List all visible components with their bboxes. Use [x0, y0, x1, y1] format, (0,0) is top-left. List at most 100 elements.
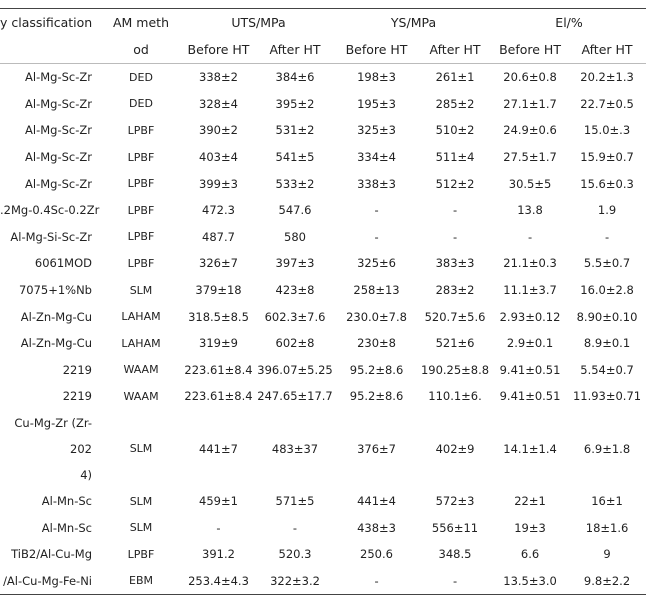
value-cell: 376±7	[357, 441, 396, 456]
value-cell: 390±2	[199, 123, 238, 138]
sub-header: After HT	[568, 36, 647, 64]
value-cell: 22±1	[514, 494, 546, 509]
method-cell: WAAM	[123, 389, 159, 403]
page: y classification AM meth UTS/MPa YS/MPa …	[0, 8, 647, 595]
value-cell: -	[452, 203, 458, 218]
sub-header: Before HT	[492, 36, 569, 64]
value-cell: 2.93±0.12	[499, 309, 561, 324]
value-cell: 547.6	[278, 203, 312, 218]
method-cell: WAAM	[123, 363, 159, 377]
value-cell: 487.7	[202, 229, 235, 244]
value-cell: 391.2	[202, 547, 235, 562]
value-cell: 223.61±8.4	[184, 389, 253, 404]
alloy-cell: TiB2/Al-Cu-Mg	[11, 547, 92, 562]
header-cell: AM meth	[113, 15, 169, 30]
value-cell: 511±4	[435, 150, 475, 165]
method-cell: LPBF	[127, 256, 155, 270]
table-row: Al-Zn-Mg-Cu LAHAM 318.5±8.5 602.3±7.6 230.0±…	[0, 303, 646, 330]
table-row: Al-Mg-Sc-Zr LPBF 403±4 541±5 334±4 511±4 27.5±…	[0, 144, 646, 171]
value-cell: 483±37	[271, 441, 319, 456]
method-cell: DED	[129, 70, 153, 84]
header-cell: y classification	[0, 15, 93, 30]
value-cell: 533±2	[275, 176, 315, 191]
table-row: Al-Mg-Sc-Zr DED 338±2 384±6 198±3 261±1 20.6±0…	[0, 64, 646, 91]
sub-header: After HT	[418, 36, 493, 64]
table-row: Al-Zn-Mg-Cu LAHAM 319±9 602±8 230±8 521±6 2.9±…	[0, 330, 646, 357]
table-row: 2219 WAAM 223.61±8.4 396.07±5.25 95.2±8.6 190…	[0, 357, 646, 384]
value-cell: 8.9±0.1	[583, 336, 631, 351]
value-cell: 8.90±0.10	[576, 309, 638, 324]
value-cell: 95.2±8.6	[349, 362, 404, 377]
value-cell: 30.5±5	[508, 176, 552, 191]
alloy-cell: 6061MOD	[34, 256, 92, 271]
value-cell: 9.41±0.51	[499, 389, 561, 404]
value-cell: -	[292, 520, 298, 535]
alloy-cell: Al-Mn-Sc	[41, 494, 92, 509]
value-cell: -	[216, 520, 221, 535]
table-row: 2219 WAAM 223.61±8.4 247.65±17.7 95.2±8.6 110…	[0, 383, 646, 410]
table-row: .2Mg-0.4Sc-0.2Zr LPBF 472.3 547.6 - - 13.8 1.9	[0, 197, 646, 224]
value-cell: 459±1	[199, 494, 238, 509]
value-cell: 541±5	[275, 150, 315, 165]
value-cell: 512±2	[435, 176, 475, 191]
alloy-cell: Al-Mg-Sc-Zr	[25, 150, 92, 165]
value-cell: 27.5±1.7	[503, 150, 557, 165]
table-row: Al-Mg-Si-Sc-Zr LPBF 487.7 580 - - - -	[0, 224, 646, 251]
value-cell: 334±4	[357, 150, 396, 165]
value-cell: 198±3	[357, 70, 396, 85]
header-cell	[0, 36, 100, 64]
table-row: Cu-Mg-Zr (Zr-202 4) SLM 441±7 483±37 376±7 40…	[0, 410, 646, 488]
value-cell: 580	[284, 229, 306, 244]
value-cell: 195±3	[357, 96, 396, 111]
value-cell: 571±5	[275, 494, 315, 509]
value-cell: 531±2	[275, 123, 315, 138]
value-cell: 253.4±4.3	[188, 573, 249, 588]
value-cell: 348.5	[438, 547, 472, 562]
header-cell: od	[100, 36, 182, 64]
data-table: y classification AM meth UTS/MPa YS/MPa …	[0, 8, 647, 595]
value-cell: 247.65±17.7	[257, 389, 333, 404]
method-cell: LPBF	[127, 150, 155, 164]
method-cell: DED	[129, 97, 153, 111]
value-cell: 9.41±0.51	[499, 362, 561, 377]
value-cell: -	[374, 229, 379, 244]
header-group: YS/MPa	[390, 15, 437, 30]
method-cell: LPBF	[127, 203, 155, 217]
value-cell: 602.3±7.6	[264, 309, 326, 324]
sub-header: After HT	[255, 36, 336, 64]
value-cell: 19±3	[514, 520, 546, 535]
value-cell: 230.0±7.8	[346, 309, 407, 324]
value-cell: 520.7±5.6	[424, 309, 486, 324]
alloy-cell: Al-Mg-Sc-Zr	[25, 176, 92, 191]
value-cell: 441±7	[199, 441, 238, 456]
value-cell: 27.1±1.7	[503, 96, 557, 111]
header-group: UTS/MPa	[231, 15, 286, 30]
value-cell: 383±3	[435, 256, 475, 271]
value-cell: 22.7±0.5	[580, 96, 634, 111]
value-cell: -	[604, 229, 610, 244]
value-cell: 223.61±8.4	[184, 362, 253, 377]
table-row: Al-Mn-Sc SLM 459±1 571±5 441±4 572±3 22±1 16±1	[0, 488, 646, 515]
value-cell: 13.8	[517, 203, 543, 218]
value-cell: 402±9	[435, 441, 475, 456]
value-cell: -	[452, 573, 458, 588]
value-cell: 16±1	[591, 494, 623, 509]
value-cell: 322±3.2	[270, 573, 320, 588]
table-row: /Al-Cu-Mg-Fe-Ni EBM 253.4±4.3 322±3.2 - - 13.5…	[0, 568, 646, 595]
method-cell: LPBF	[127, 230, 155, 244]
value-cell: 602±8	[275, 336, 315, 351]
value-cell: 572±3	[435, 494, 475, 509]
value-cell: 510±2	[435, 123, 475, 138]
value-cell: 230±8	[357, 336, 396, 351]
value-cell: 15.9±0.7	[580, 150, 634, 165]
value-cell: 556±11	[431, 520, 479, 535]
value-cell: 285±2	[435, 96, 475, 111]
method-cell: LPBF	[127, 177, 155, 191]
value-cell: 395±2	[275, 96, 315, 111]
value-cell: 318.5±8.5	[188, 309, 249, 324]
value-cell: 403±4	[199, 150, 238, 165]
value-cell: 338±2	[199, 70, 238, 85]
value-cell: 6.6	[520, 547, 540, 562]
value-cell: 15.0±.3	[583, 123, 631, 138]
alloy-cell: Al-Zn-Mg-Cu	[20, 336, 92, 351]
